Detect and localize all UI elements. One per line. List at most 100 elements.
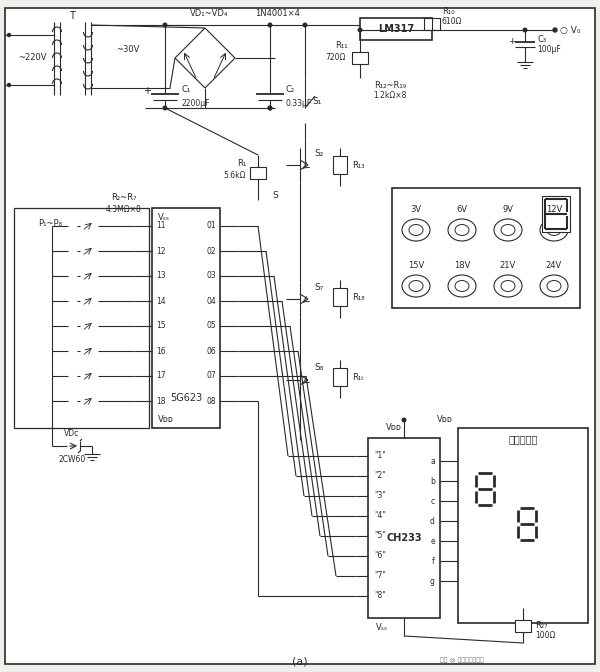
Circle shape — [523, 28, 527, 32]
Text: Vᴅᴅ: Vᴅᴅ — [437, 415, 453, 425]
Ellipse shape — [409, 224, 423, 235]
Text: +: + — [508, 38, 516, 46]
Text: 08: 08 — [206, 396, 216, 405]
Text: R₂~R₇: R₂~R₇ — [112, 194, 137, 202]
Ellipse shape — [494, 219, 522, 241]
Text: 17: 17 — [156, 372, 166, 380]
Text: 15V: 15V — [408, 261, 424, 271]
Bar — [360, 18, 432, 40]
Text: R₁₁: R₁₁ — [335, 42, 348, 50]
Bar — [68, 296, 80, 306]
Bar — [14, 208, 149, 428]
Text: Vᴅᴅ: Vᴅᴅ — [386, 423, 402, 433]
Text: (a): (a) — [292, 657, 308, 667]
Text: 9V: 9V — [503, 206, 514, 214]
Text: c: c — [431, 497, 435, 505]
Text: 4.3MΩ×8: 4.3MΩ×8 — [106, 206, 142, 214]
Ellipse shape — [78, 345, 98, 358]
Text: CH233: CH233 — [386, 533, 422, 543]
Text: +: + — [143, 86, 151, 96]
Ellipse shape — [78, 220, 98, 233]
Circle shape — [268, 106, 272, 110]
Text: 04: 04 — [206, 296, 216, 306]
Circle shape — [358, 28, 362, 32]
Text: 1N4001×4: 1N4001×4 — [255, 9, 300, 19]
Text: 03: 03 — [206, 271, 216, 280]
Text: 21V: 21V — [500, 261, 516, 271]
Text: g: g — [430, 577, 435, 585]
Bar — [68, 271, 80, 281]
Text: 2CW60: 2CW60 — [58, 456, 86, 464]
Circle shape — [402, 418, 406, 422]
Bar — [68, 371, 80, 381]
Ellipse shape — [455, 280, 469, 292]
Text: 共阳数码管: 共阳数码管 — [508, 434, 538, 444]
Text: S₁: S₁ — [312, 97, 322, 106]
Text: R₁₃: R₁₃ — [352, 161, 365, 169]
Bar — [392, 188, 580, 308]
Text: VDᴄ: VDᴄ — [64, 429, 80, 439]
Bar — [152, 208, 220, 428]
Bar — [333, 368, 347, 386]
Circle shape — [163, 106, 167, 110]
Text: 12V: 12V — [546, 206, 562, 214]
Bar — [333, 156, 347, 174]
Ellipse shape — [78, 370, 98, 382]
Bar — [68, 221, 80, 231]
Ellipse shape — [78, 245, 98, 257]
Text: 01: 01 — [206, 222, 216, 230]
Text: 6V: 6V — [457, 206, 467, 214]
Text: 16: 16 — [156, 347, 166, 355]
Text: "4": "4" — [374, 511, 386, 521]
Bar — [515, 620, 531, 632]
Text: 07: 07 — [206, 372, 216, 380]
Bar — [352, 52, 368, 64]
Bar — [542, 196, 570, 232]
Text: "3": "3" — [374, 491, 386, 501]
Text: 15: 15 — [156, 321, 166, 331]
Text: P₁~P₈: P₁~P₈ — [38, 220, 62, 228]
Bar — [458, 428, 588, 623]
Text: 2200μF: 2200μF — [181, 99, 209, 108]
Text: R₁: R₁ — [237, 159, 246, 167]
Text: R₁₀: R₁₀ — [442, 7, 455, 17]
Bar — [68, 321, 80, 331]
Text: R₁₂~R₁₉: R₁₂~R₁₉ — [374, 81, 406, 89]
Text: LM317: LM317 — [378, 24, 414, 34]
Circle shape — [268, 24, 272, 27]
Text: 14: 14 — [156, 296, 166, 306]
Text: 18: 18 — [156, 396, 166, 405]
Text: S₇: S₇ — [314, 282, 323, 292]
Bar — [68, 396, 80, 406]
Ellipse shape — [78, 294, 98, 308]
Text: R₁₈: R₁₈ — [352, 292, 365, 302]
Text: 24V: 24V — [546, 261, 562, 271]
Text: 3V: 3V — [410, 206, 422, 214]
Text: R₁ₜ: R₁ₜ — [352, 372, 364, 382]
Bar — [333, 288, 347, 306]
Text: "5": "5" — [374, 532, 386, 540]
Text: 18V: 18V — [454, 261, 470, 271]
Text: "8": "8" — [374, 591, 386, 601]
Text: S₂: S₂ — [314, 149, 323, 157]
Text: S: S — [272, 190, 278, 200]
Circle shape — [7, 34, 11, 36]
Text: "1": "1" — [374, 452, 386, 460]
Ellipse shape — [547, 224, 561, 235]
Text: 100Ω: 100Ω — [535, 630, 556, 640]
Ellipse shape — [448, 275, 476, 297]
Text: a: a — [430, 456, 435, 466]
Text: S₈: S₈ — [314, 364, 323, 372]
Text: 100μF: 100μF — [537, 46, 561, 54]
Text: ~30V: ~30V — [116, 46, 140, 54]
Ellipse shape — [547, 280, 561, 292]
Text: T: T — [69, 11, 75, 21]
Circle shape — [7, 83, 11, 87]
Text: C₁: C₁ — [181, 85, 190, 95]
Text: 5G623: 5G623 — [170, 393, 202, 403]
Bar — [250, 167, 266, 179]
Ellipse shape — [455, 224, 469, 235]
Circle shape — [553, 28, 557, 32]
Ellipse shape — [494, 275, 522, 297]
Bar — [68, 346, 80, 356]
